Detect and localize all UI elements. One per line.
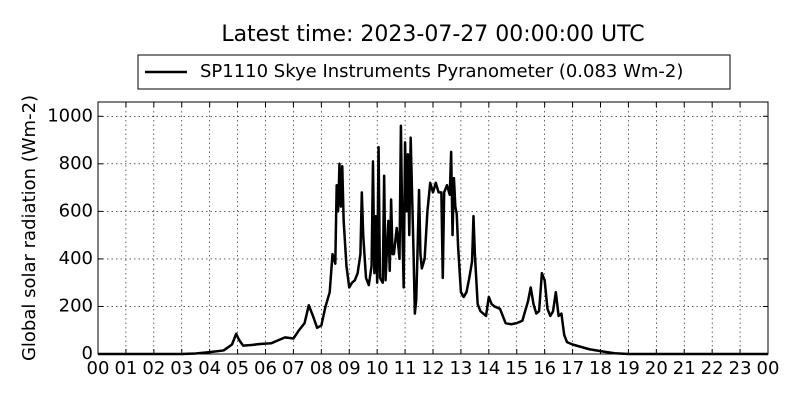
x-tick-label: 23 xyxy=(729,358,752,379)
y-tick-label: 1000 xyxy=(47,105,93,126)
y-axis-label: Global solar radiation (Wm-2) xyxy=(19,95,40,361)
x-tick-label: 11 xyxy=(394,358,417,379)
x-tick-label: 01 xyxy=(114,358,137,379)
x-tick-label: 09 xyxy=(338,358,361,379)
x-tick-label: 15 xyxy=(505,358,528,379)
legend-label: SP1110 Skye Instruments Pyranometer (0.0… xyxy=(200,61,683,82)
y-tick-label: 200 xyxy=(59,295,93,316)
plot-frame xyxy=(97,101,769,355)
x-tick-label: 05 xyxy=(226,358,249,379)
x-tick-label: 20 xyxy=(645,358,668,379)
x-tick-label: 00 xyxy=(757,358,780,379)
y-tick-label: 0 xyxy=(82,343,93,364)
x-tick-label: 19 xyxy=(617,358,640,379)
x-tick-label: 06 xyxy=(254,358,277,379)
x-tick-label: 03 xyxy=(170,358,193,379)
x-tick-label: 13 xyxy=(449,358,472,379)
x-tick-label: 02 xyxy=(142,358,165,379)
x-tick-label: 17 xyxy=(561,358,584,379)
legend-box xyxy=(137,54,731,90)
x-tick-label: 07 xyxy=(282,358,305,379)
x-tick-label: 08 xyxy=(310,358,333,379)
x-tick-label: 22 xyxy=(701,358,724,379)
x-tick-label: 14 xyxy=(477,358,500,379)
data-line xyxy=(98,124,768,356)
x-tick-label: 10 xyxy=(366,358,389,379)
y-tick-label: 600 xyxy=(59,200,93,221)
x-tick-label: 12 xyxy=(422,358,445,379)
chart-title: Latest time: 2023-07-27 00:00:00 UTC xyxy=(221,22,644,47)
x-tick-label: 16 xyxy=(533,358,556,379)
y-tick-label: 400 xyxy=(59,248,93,269)
x-tick-label: 04 xyxy=(198,358,221,379)
x-tick-label: 18 xyxy=(589,358,612,379)
x-tick-label: 21 xyxy=(673,358,696,379)
x-tick-label: 00 xyxy=(87,358,110,379)
y-tick-label: 800 xyxy=(59,153,93,174)
